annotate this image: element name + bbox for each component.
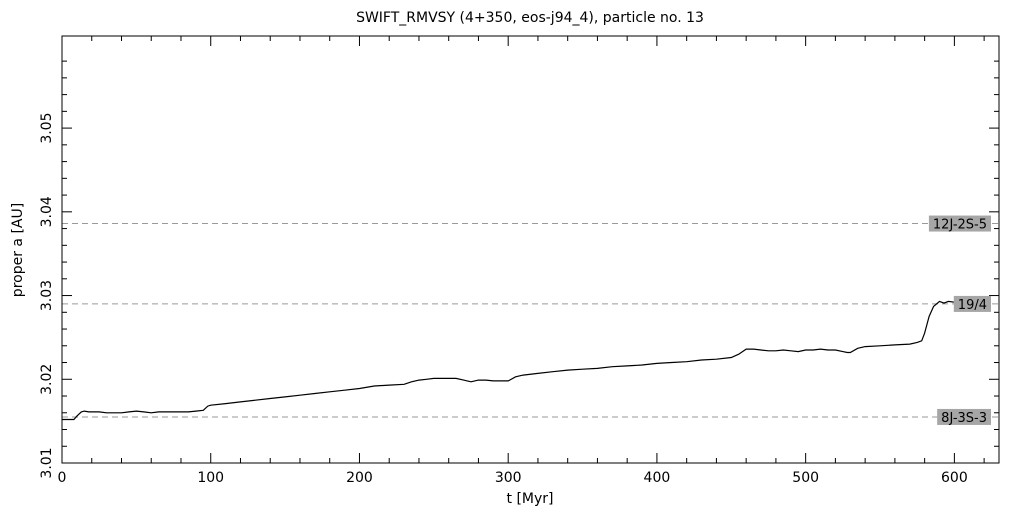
resonance-label-text: 19/4 [958,298,987,313]
resonance-label-text: 8J-3S-3 [941,411,987,426]
series-line [62,300,982,421]
resonance-label: 12J-2S-5 [928,215,991,233]
resonance-lines [62,223,999,418]
resonance-label: 19/4 [953,295,991,313]
axis-ticks: 0 100 200 300 400 500 600 3.01 3.02 3.03 3.04 3.05 [39,36,999,486]
resonance-label: 8J-3S-3 [937,408,991,426]
y-tick-label: 3.03 [39,280,55,311]
x-tick-label: 200 [346,470,373,486]
x-tick-label: 0 [58,470,67,486]
y-tick-label: 3.04 [39,196,55,227]
resonance-label-box [928,215,991,232]
y-axis-label: proper a [AU] [10,203,26,297]
chart-title: SWIFT_RMVSY (4+350, eos-j94_4), particle… [356,10,704,26]
y-tick-label: 3.02 [39,364,55,395]
x-tick-label: 600 [941,470,968,486]
resonance-label-text: 12J-2S-5 [933,218,987,233]
x-tick-label: 100 [197,470,224,486]
y-tick-label: 3.01 [39,447,55,478]
plot-frame [61,35,1000,464]
x-axis-label: t [Myr] [507,491,554,507]
x-tick-label: 400 [644,470,671,486]
resonance-label-box [937,408,991,425]
y-tick-label: 3.05 [39,113,55,144]
resonance-label-box [953,295,991,312]
series-layer [62,300,982,421]
x-tick-label: 500 [792,470,819,486]
x-tick-label: 300 [495,470,522,486]
